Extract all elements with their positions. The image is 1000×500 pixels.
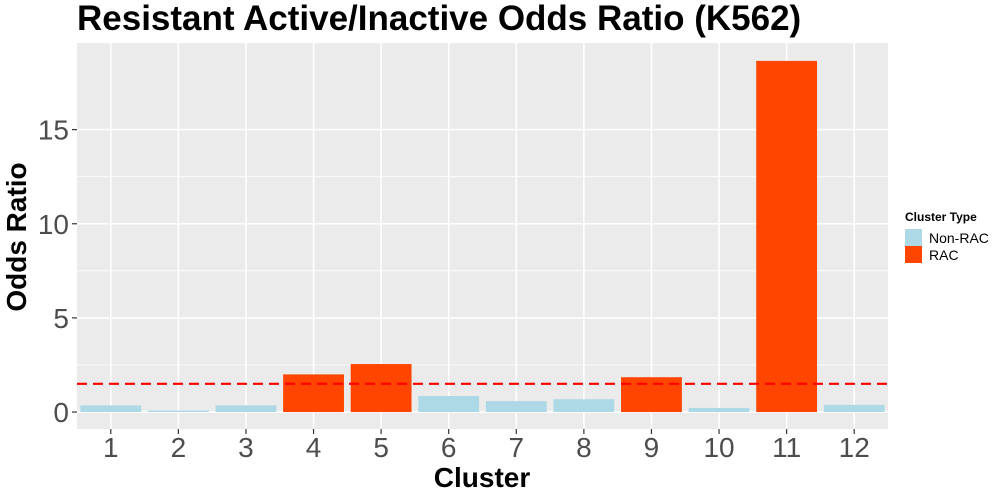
- x-tick-label: 5: [373, 432, 389, 463]
- x-tick-label: 10: [703, 432, 734, 463]
- y-tick-label: 0: [53, 397, 69, 428]
- bar-cluster-7: [485, 401, 547, 413]
- y-tick-label: 10: [38, 209, 69, 240]
- x-tick-label: 3: [238, 432, 254, 463]
- legend: Cluster Type Non-RAC RAC: [905, 210, 989, 263]
- bar-cluster-9: [621, 377, 682, 413]
- y-axis-ticks: 0 5 10 15: [38, 115, 77, 428]
- x-axis-title: Cluster: [434, 462, 531, 493]
- bar-cluster-1: [80, 405, 142, 413]
- legend-title: Cluster Type: [905, 210, 977, 224]
- bar-cluster-11: [756, 60, 818, 413]
- x-axis-ticks: 1 2 3 4 5 6 7 8 9 10 11 12: [103, 429, 870, 463]
- chart-title: Resistant Active/Inactive Odds Ratio (K5…: [77, 0, 801, 38]
- x-tick-label: 8: [576, 432, 592, 463]
- x-tick-label: 7: [509, 432, 525, 463]
- bar-cluster-2: [147, 410, 209, 413]
- x-tick-label: 4: [306, 432, 322, 463]
- grid-lines: [77, 43, 888, 429]
- legend-swatch-rac: [905, 246, 922, 263]
- y-tick-label: 5: [53, 303, 69, 334]
- legend-label-rac: RAC: [929, 247, 959, 263]
- x-tick-label: 12: [839, 432, 870, 463]
- x-tick-label: 6: [441, 432, 457, 463]
- bar-cluster-10: [688, 407, 750, 413]
- bar-cluster-8: [553, 399, 615, 413]
- x-tick-label: 11: [772, 432, 801, 463]
- bar-cluster-12: [823, 404, 885, 413]
- bar-cluster-5: [350, 364, 412, 413]
- x-tick-label: 2: [171, 432, 187, 463]
- legend-label-non-rac: Non-RAC: [929, 230, 989, 246]
- bars: [80, 60, 885, 413]
- y-axis-title: Odds Ratio: [1, 162, 32, 311]
- bar-cluster-6: [418, 396, 480, 413]
- x-tick-label: 9: [644, 432, 660, 463]
- legend-swatch-non-rac: [905, 229, 922, 246]
- x-tick-label: 1: [103, 432, 119, 463]
- bar-cluster-3: [215, 405, 277, 413]
- bar-cluster-4: [283, 374, 344, 413]
- y-tick-label: 15: [38, 115, 69, 146]
